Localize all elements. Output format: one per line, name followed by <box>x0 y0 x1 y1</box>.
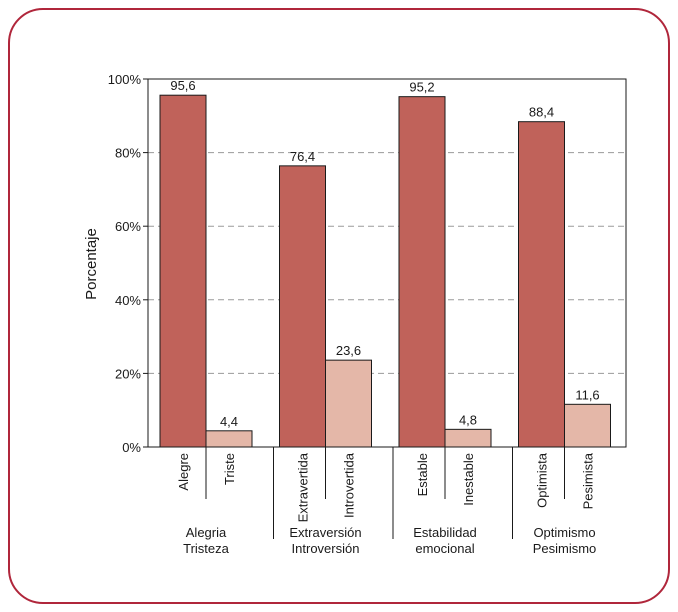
group-label: Alegria <box>186 525 227 540</box>
value-label: 95,6 <box>170 78 195 93</box>
group-label: Pesimismo <box>533 541 597 556</box>
value-label: 11,6 <box>575 387 599 402</box>
y-tick-label: 40% <box>115 293 141 308</box>
category-label: Estable <box>415 453 430 496</box>
category-label: Extravertida <box>296 452 311 522</box>
bar <box>205 430 253 448</box>
value-label: 23,6 <box>336 343 361 358</box>
bar <box>159 94 207 448</box>
bar <box>444 428 492 448</box>
y-tick-label: 60% <box>115 219 141 234</box>
y-tick-label: 0% <box>122 440 141 455</box>
frame-border <box>8 8 670 604</box>
category-labels: Alegre Triste Extravertida Introvertida Esta… <box>176 452 596 522</box>
category-label: Inestable <box>461 453 476 506</box>
y-tick-label: 80% <box>115 146 141 161</box>
bar <box>518 121 565 448</box>
value-label: 88,4 <box>529 105 554 120</box>
y-tick-label: 20% <box>115 366 141 381</box>
bar <box>564 403 611 448</box>
plot-border <box>147 78 627 448</box>
group-label: Extraversión <box>289 525 361 540</box>
bar <box>279 165 326 448</box>
group-label: Optimismo <box>533 525 595 540</box>
group-label: Estabilidad <box>413 525 477 540</box>
value-label: 4,4 <box>220 414 238 429</box>
group-label: emocional <box>415 541 474 556</box>
y-tick-labels: 0% 20% 40% 60% 80% 100% <box>108 72 142 455</box>
category-label: Optimista <box>535 452 550 508</box>
value-label: 95,2 <box>409 80 434 95</box>
y-tick-label: 100% <box>108 72 142 87</box>
value-label: 4,8 <box>459 412 477 427</box>
group-label: Tristeza <box>183 541 230 556</box>
bar <box>398 96 446 448</box>
bar <box>325 359 372 448</box>
group-label: Introversión <box>292 541 360 556</box>
group-separators <box>205 447 565 539</box>
category-label: Triste <box>222 453 237 485</box>
axes <box>143 78 627 448</box>
value-labels: 95,6 4,4 76,4 23,6 95,2 4,8 88,4 11,6 <box>170 78 599 429</box>
category-label: Introvertida <box>342 452 357 518</box>
y-axis-label: Porcentaje <box>83 228 100 300</box>
bars <box>159 94 611 448</box>
category-label: Pesimista <box>581 452 596 509</box>
value-label: 76,4 <box>290 149 315 164</box>
category-label: Alegre <box>176 453 191 491</box>
